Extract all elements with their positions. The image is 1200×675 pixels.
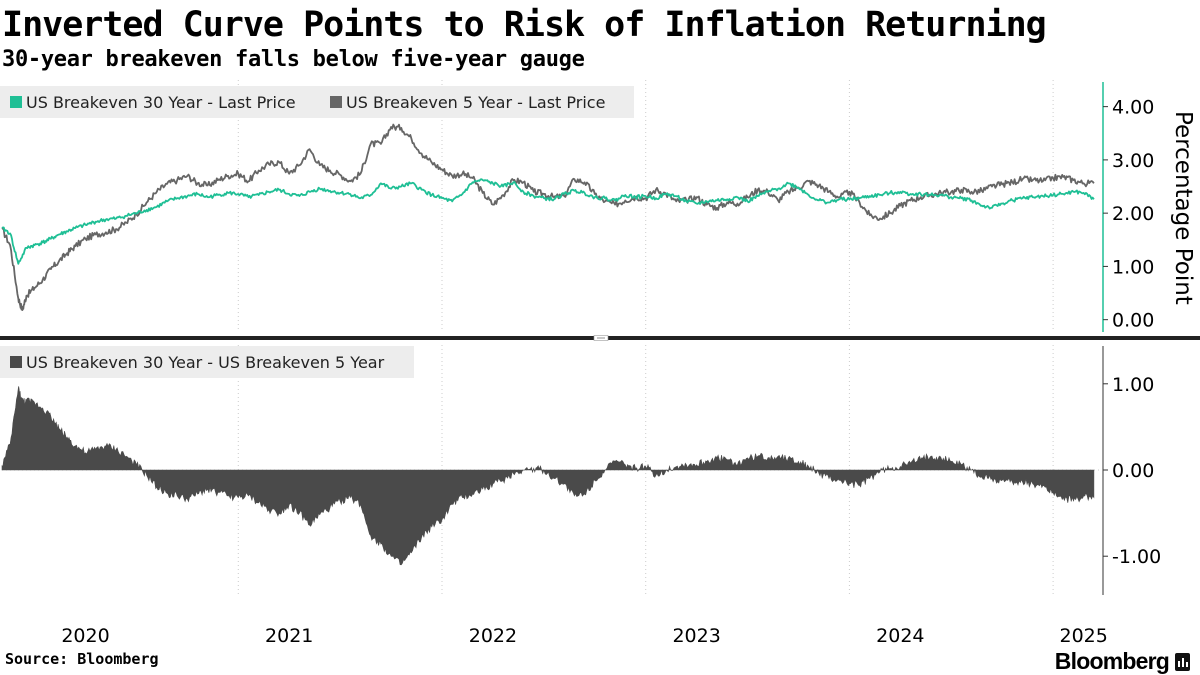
chart-subtitle: 30-year breakeven falls below five-year … (2, 47, 585, 72)
bottom-y-tick-label: 0.00 (1112, 460, 1154, 482)
legend-top-bg (0, 86, 634, 118)
series-line-5y (1, 123, 1095, 311)
legend-spread-swatch (10, 356, 22, 368)
axis-layer: 0.00 1.00 2.00 3.00 4.00 Percentage Point 1.00… (0, 82, 1200, 647)
legend-5y-swatch (330, 96, 342, 108)
legend-30y-swatch (10, 96, 22, 108)
x-tick-label: 2025 (1059, 625, 1107, 647)
series-line-30y (1, 178, 1095, 265)
top-y-axis-label: Percentage Point (1170, 111, 1196, 305)
brand-name: Bloomberg (1054, 648, 1170, 674)
legend-layer: US Breakeven 30 Year - Last Price US Brea… (0, 86, 634, 378)
top-y-tick-label: 3.00 (1112, 150, 1154, 172)
legend-spread-label: US Breakeven 30 Year - US Breakeven 5 Ye… (26, 353, 385, 372)
terminal-icon (1175, 652, 1190, 671)
x-tick-label: 2020 (61, 625, 109, 647)
bottom-y-tick-label: -1.00 (1112, 546, 1161, 568)
top-y-tick-label: 0.00 (1112, 310, 1154, 332)
top-y-tick-label: 1.00 (1112, 256, 1154, 278)
source-note: Source: Bloomberg (5, 650, 159, 668)
x-tick-label: 2023 (672, 625, 720, 647)
x-tick-label: 2021 (265, 625, 313, 647)
legend-bottom-bg (0, 346, 414, 378)
chart-area: 0.00 1.00 2.00 3.00 4.00 Percentage Point 1.00… (0, 80, 1200, 647)
top-y-tick-label: 2.00 (1112, 203, 1154, 225)
chart-title: Inverted Curve Points to Risk of Inflati… (2, 5, 1047, 45)
bottom-y-tick-label: 1.00 (1112, 374, 1154, 396)
brand-logo: Bloomberg (1055, 648, 1190, 675)
top-y-tick-label: 4.00 (1112, 97, 1154, 119)
spread-area (1, 386, 1095, 566)
x-tick-label: 2024 (876, 625, 924, 647)
top-series-layer (1, 123, 1095, 311)
legend-5y-label: US Breakeven 5 Year - Last Price (346, 93, 605, 112)
x-tick-label: 2022 (469, 625, 517, 647)
legend-30y-label: US Breakeven 30 Year - Last Price (26, 93, 296, 112)
bottom-series-layer (1, 386, 1095, 566)
